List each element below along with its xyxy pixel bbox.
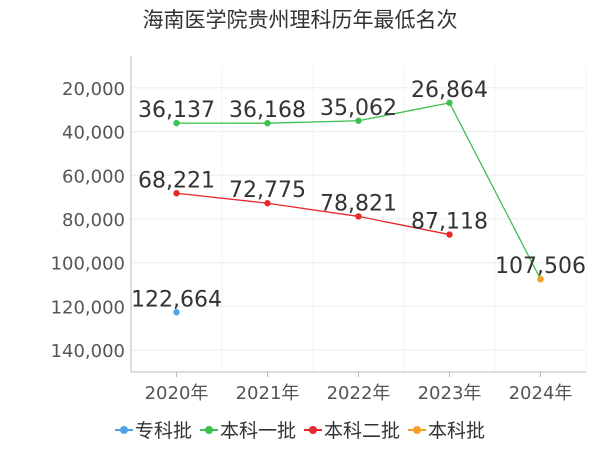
data-label: 68,221 xyxy=(138,168,215,193)
data-point xyxy=(173,190,180,197)
series-layer xyxy=(173,99,544,316)
legend-item[interactable]: 专科批 xyxy=(114,416,192,443)
x-tick-label: 2020年 xyxy=(145,383,209,404)
data-label: 36,137 xyxy=(138,98,215,123)
data-label: 87,118 xyxy=(411,210,488,235)
data-point xyxy=(355,117,362,124)
legend-label: 本科一批 xyxy=(219,420,296,442)
y-tick-label: 20,000 xyxy=(62,79,125,100)
axes: 20,000 40,000 60,000 80,000 100,000 120,000 14… xyxy=(51,56,586,404)
legend-label: 本科批 xyxy=(428,420,486,442)
series-line-3 xyxy=(176,192,450,236)
y-tick-label: 100,000 xyxy=(51,254,125,275)
legend-swatch-icon xyxy=(199,425,218,435)
data-label: 36,168 xyxy=(229,98,306,123)
legend-item[interactable]: 本科批 xyxy=(408,416,485,443)
data-point xyxy=(537,275,544,283)
data-labels: 122,664 36,137 36,168 35,062 26,864 68,221 72,… xyxy=(131,78,586,312)
x-tick-label: 2022年 xyxy=(327,383,391,404)
data-point xyxy=(446,99,453,107)
data-point xyxy=(355,213,362,220)
data-point xyxy=(173,309,180,316)
data-label: 107,506 xyxy=(495,254,586,279)
data-point xyxy=(264,200,271,207)
y-tick-label: 40,000 xyxy=(62,123,125,144)
legend-label: 本科二批 xyxy=(324,420,401,442)
legend: 专科批 本科一批 本科二批 本科批 xyxy=(0,416,600,443)
x-tick-label: 2023年 xyxy=(418,383,482,404)
legend-item[interactable]: 本科一批 xyxy=(199,416,296,443)
y-tick-label: 60,000 xyxy=(62,166,125,187)
data-point xyxy=(446,231,453,238)
y-tick-label: 80,000 xyxy=(62,210,125,231)
y-tick-label: 140,000 xyxy=(51,341,125,362)
legend-swatch-icon xyxy=(114,425,133,435)
data-point xyxy=(173,119,180,127)
x-tick-label: 2024年 xyxy=(509,383,573,404)
data-label: 72,775 xyxy=(229,178,306,203)
data-label: 122,664 xyxy=(131,287,222,312)
legend-label: 专科批 xyxy=(134,420,192,442)
legend-swatch-icon xyxy=(408,425,427,435)
legend-swatch-icon xyxy=(304,425,322,435)
y-tick-label: 120,000 xyxy=(51,297,125,318)
data-label: 35,062 xyxy=(320,96,397,121)
chart-title: 海南医学院贵州理科历年最低名次 xyxy=(142,8,458,32)
x-tick-label: 2021年 xyxy=(236,383,300,404)
data-label: 26,864 xyxy=(411,78,488,103)
data-label: 78,821 xyxy=(320,191,397,216)
legend-item[interactable]: 本科二批 xyxy=(304,416,400,443)
data-point xyxy=(264,119,271,127)
